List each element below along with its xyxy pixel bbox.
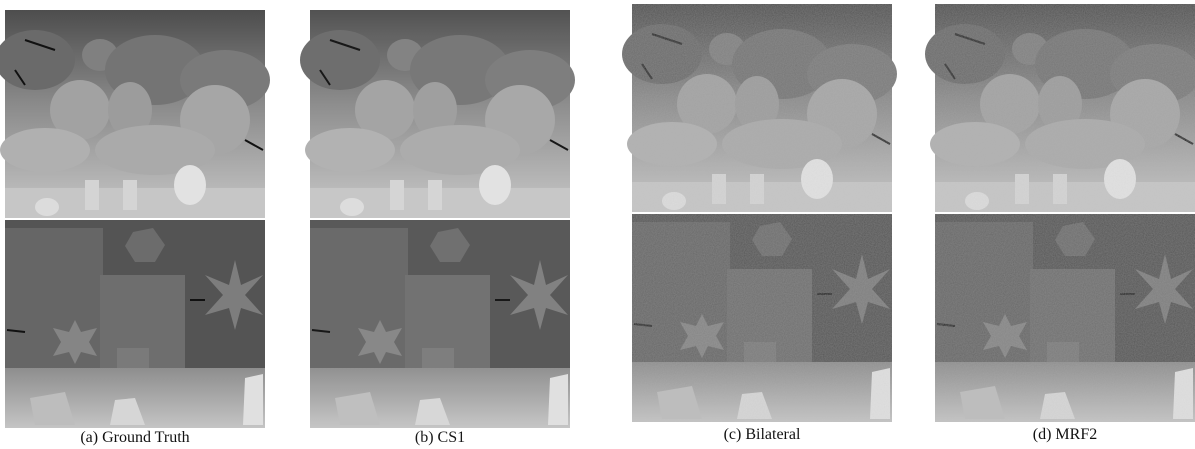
- depth-map: [310, 220, 570, 428]
- page: (a) Ground Truth (b) CS1 (c) Bilateral (…: [0, 0, 1195, 449]
- caption: (a) Ground Truth: [80, 429, 189, 446]
- depth-map: [622, 4, 897, 212]
- caption: (b) CS1: [415, 429, 465, 446]
- depth-map: [300, 10, 575, 218]
- panel-b: (b) CS1: [300, 10, 575, 446]
- panel-d: (d) MRF2: [925, 4, 1195, 443]
- depth-map: [5, 220, 265, 428]
- figure: (a) Ground Truth (b) CS1 (c) Bilateral (…: [0, 0, 1195, 449]
- depth-map: [935, 214, 1195, 422]
- caption: (d) MRF2: [1033, 426, 1097, 443]
- caption: (c) Bilateral: [724, 426, 801, 443]
- depth-map: [925, 4, 1195, 212]
- panel-c: (c) Bilateral: [622, 4, 897, 443]
- depth-map: [632, 214, 892, 422]
- depth-map: [0, 10, 270, 218]
- panel-a: (a) Ground Truth: [0, 10, 270, 446]
